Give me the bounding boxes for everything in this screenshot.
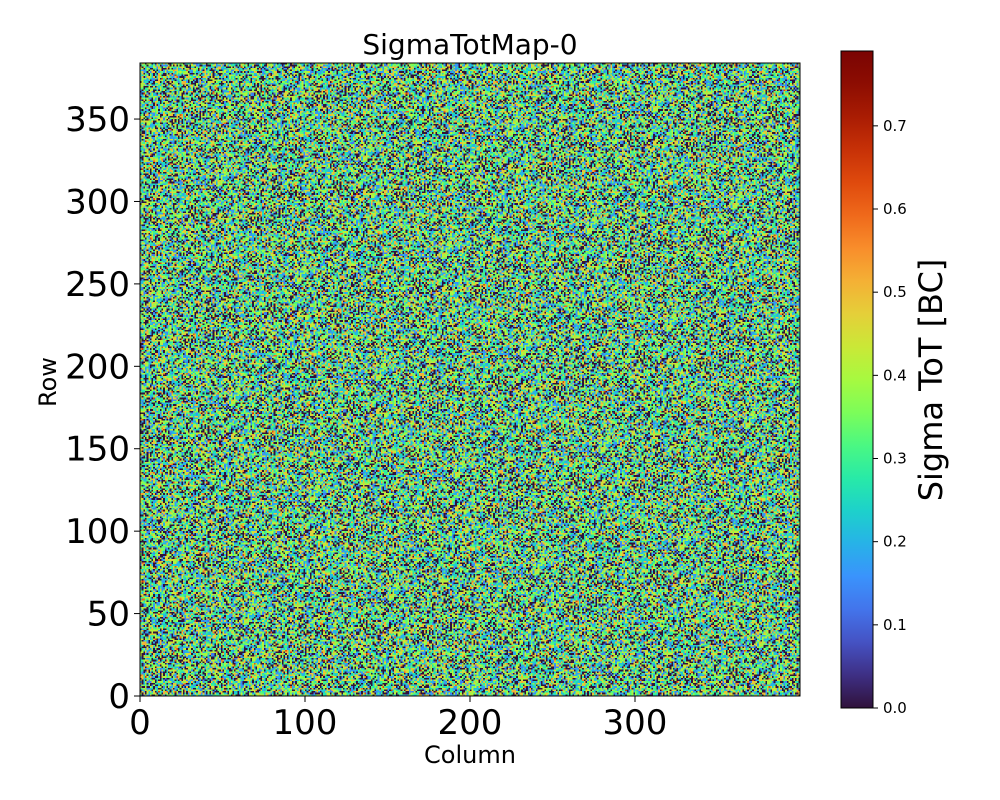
colorbar-ticks: 0.0 0.1 0.2 0.3 0.4 0.5 0.6 0.7 xyxy=(873,117,907,717)
y-axis-label: Row xyxy=(34,357,62,407)
y-axis-ticks: 0 50 100 150 200 250 300 350 xyxy=(65,100,140,717)
colorbar-tick-label: 0.2 xyxy=(883,533,907,551)
y-tick-label: 150 xyxy=(65,430,130,470)
y-tick-label: 50 xyxy=(87,595,130,635)
colorbar-tick-label: 0.6 xyxy=(883,200,907,218)
y-tick-label: 350 xyxy=(65,100,130,140)
chart-title: SigmaTotMap-0 xyxy=(362,28,577,61)
y-tick-label: 250 xyxy=(65,265,130,305)
y-tick-label: 100 xyxy=(65,512,130,552)
colorbar-tick-label: 0.0 xyxy=(883,699,907,717)
colorbar-tick-label: 0.3 xyxy=(883,450,907,468)
y-tick-label: 300 xyxy=(65,182,130,222)
colorbar-tick-label: 0.1 xyxy=(883,616,907,634)
colorbar-tick-label: 0.5 xyxy=(883,283,907,301)
x-axis-label: Column xyxy=(424,741,516,769)
y-tick-label: 200 xyxy=(65,347,130,387)
colorbar xyxy=(840,50,874,709)
colorbar-tick-label: 0.4 xyxy=(883,366,907,384)
x-tick-label: 200 xyxy=(438,703,503,743)
x-tick-label: 100 xyxy=(273,703,338,743)
y-tick-label: 0 xyxy=(108,677,130,717)
colorbar-tick-label: 0.7 xyxy=(883,117,907,135)
colorbar-label: Sigma ToT [BC] xyxy=(912,259,950,502)
x-tick-label: 300 xyxy=(603,703,668,743)
x-axis-ticks: 0 100 200 300 xyxy=(129,696,667,743)
plot-frame xyxy=(139,62,801,697)
heatmap-image xyxy=(140,63,800,696)
x-tick-label: 0 xyxy=(129,703,151,743)
